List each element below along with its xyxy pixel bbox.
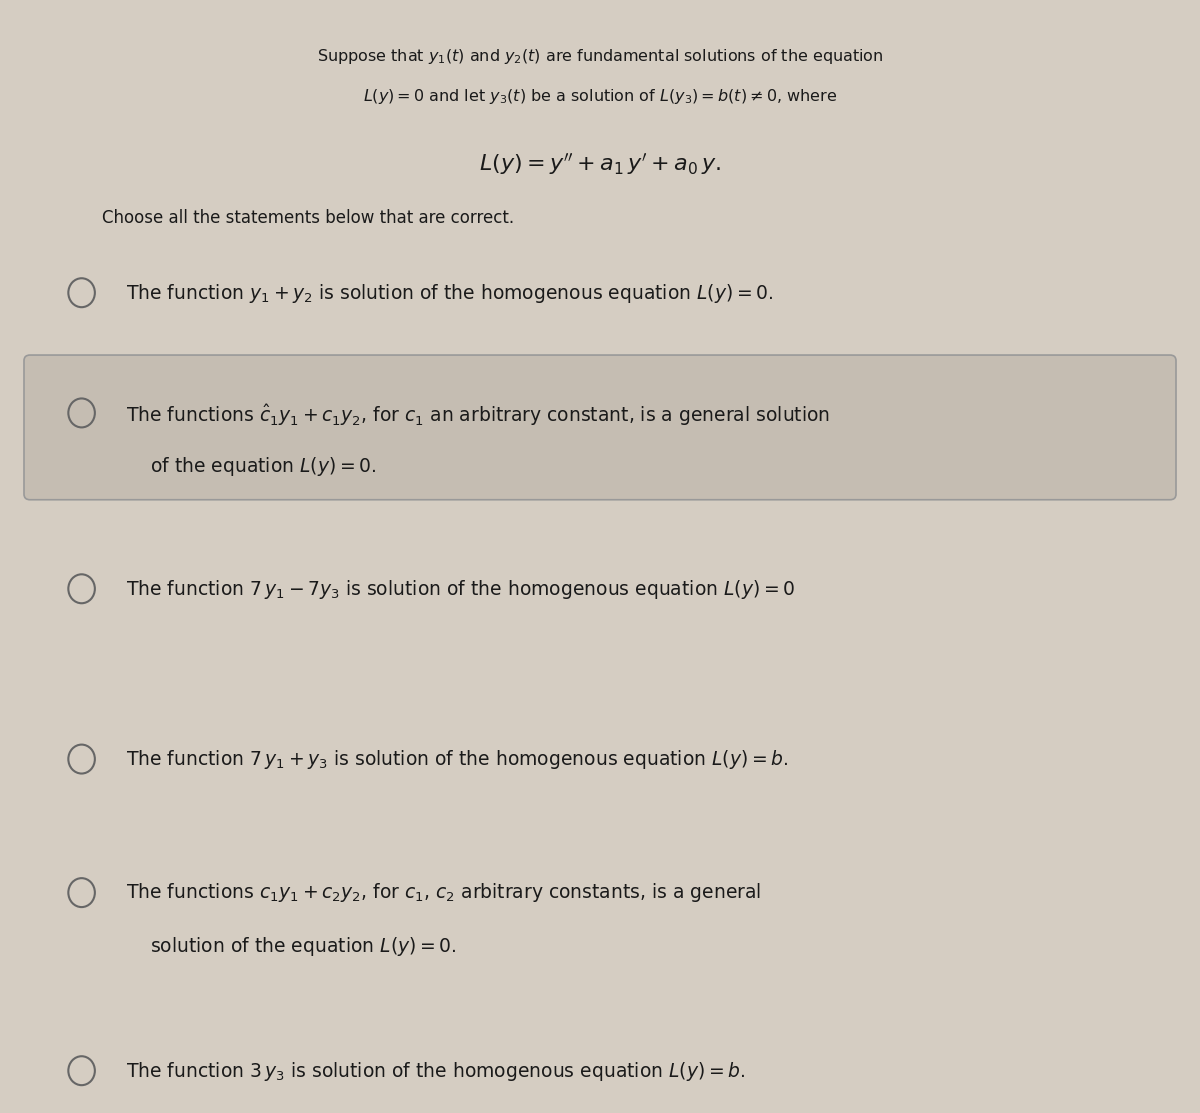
Text: The functions $\hat{c}_1 y_1 + c_1 y_2$, for $c_1$ an arbitrary constant, is a g: The functions $\hat{c}_1 y_1 + c_1 y_2$,… bbox=[126, 402, 830, 427]
Text: of the equation $L(y) = 0$.: of the equation $L(y) = 0$. bbox=[150, 455, 377, 479]
Text: solution of the equation $L(y) = 0$.: solution of the equation $L(y) = 0$. bbox=[150, 935, 457, 958]
Text: The function $3\, y_3$ is solution of the homogenous equation $L(y) = b$.: The function $3\, y_3$ is solution of th… bbox=[126, 1060, 745, 1083]
Text: Choose all the statements below that are correct.: Choose all the statements below that are… bbox=[102, 209, 514, 227]
Text: The functions $c_1 y_1 + c_2 y_2$, for $c_1$, $c_2$ arbitrary constants, is a ge: The functions $c_1 y_1 + c_2 y_2$, for $… bbox=[126, 881, 761, 905]
Text: Suppose that $y_1(t)$ and $y_2(t)$ are fundamental solutions of the equation: Suppose that $y_1(t)$ and $y_2(t)$ are f… bbox=[317, 47, 883, 66]
Text: The function $7\, y_1 + y_3$ is solution of the homogenous equation $L(y) = b$.: The function $7\, y_1 + y_3$ is solution… bbox=[126, 748, 788, 771]
Text: The function $7\, y_1 - 7y_3$ is solution of the homogenous equation $L(y) = 0$: The function $7\, y_1 - 7y_3$ is solutio… bbox=[126, 578, 796, 601]
Text: The function $y_1 + y_2$ is solution of the homogenous equation $L(y) = 0$.: The function $y_1 + y_2$ is solution of … bbox=[126, 282, 774, 305]
Text: $L(y) = y'' + a_1\, y' + a_0\, y.$: $L(y) = y'' + a_1\, y' + a_0\, y.$ bbox=[479, 151, 721, 177]
FancyBboxPatch shape bbox=[24, 355, 1176, 500]
Text: $L(y) = 0$ and let $y_3(t)$ be a solution of $L(y_3) = b(t) \neq 0$, where: $L(y) = 0$ and let $y_3(t)$ be a solutio… bbox=[362, 87, 838, 106]
